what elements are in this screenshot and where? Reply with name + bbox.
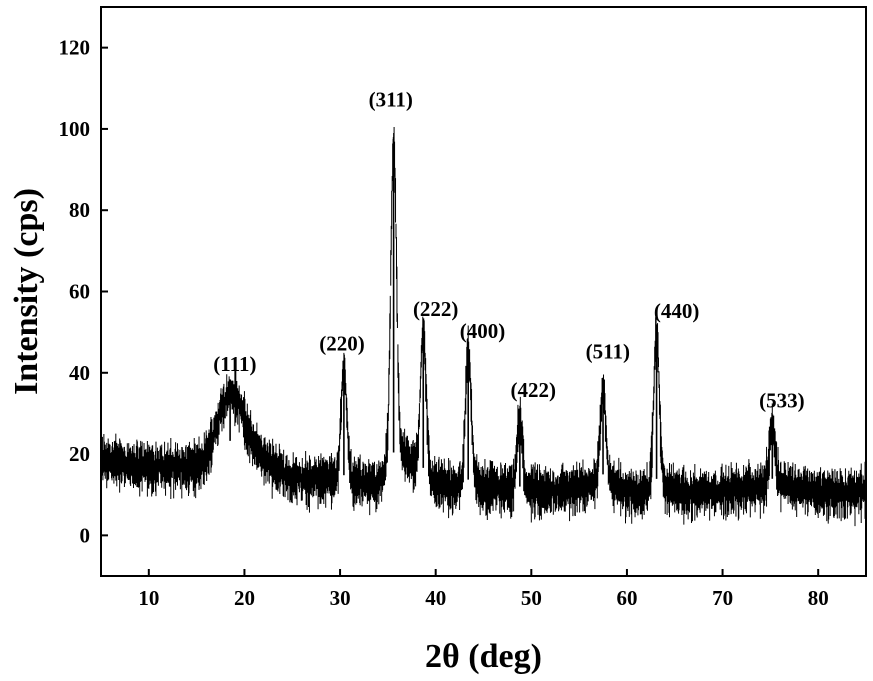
x-tick-label: 30	[330, 586, 351, 610]
peak-label-422: (422)	[510, 378, 556, 402]
peak-label-222: (222)	[413, 297, 459, 321]
y-tick-label: 100	[59, 117, 91, 141]
y-tick-label: 20	[69, 442, 90, 466]
y-tick-label: 40	[69, 361, 90, 385]
peak-label-220: (220)	[319, 331, 365, 355]
peak-label-511: (511)	[586, 340, 630, 364]
y-tick-label: 80	[69, 198, 90, 222]
x-tick-label: 60	[616, 586, 637, 610]
x-tick-label: 10	[138, 586, 159, 610]
x-tick-label: 40	[425, 586, 446, 610]
x-axis-title: 2θ (deg)	[425, 638, 542, 675]
peak-label-533: (533)	[759, 388, 805, 412]
peak-label-440: (440)	[654, 299, 700, 323]
x-tick-label: 70	[712, 586, 733, 610]
y-tick-label: 60	[69, 280, 90, 304]
peak-label-400: (400)	[460, 319, 506, 343]
x-tick-label: 50	[521, 586, 542, 610]
peak-label-111: (111)	[213, 352, 256, 376]
x-tick-label: 80	[808, 586, 829, 610]
peak-label-311: (311)	[369, 88, 413, 112]
y-tick-label: 0	[80, 523, 91, 547]
x-tick-label: 20	[234, 586, 255, 610]
y-tick-label: 120	[59, 36, 91, 60]
peak-labels: (111) (220) (311) (222)(400) (422) (511) (440)…	[213, 88, 804, 413]
y-axis-title: Intensity (cps)	[8, 188, 45, 395]
